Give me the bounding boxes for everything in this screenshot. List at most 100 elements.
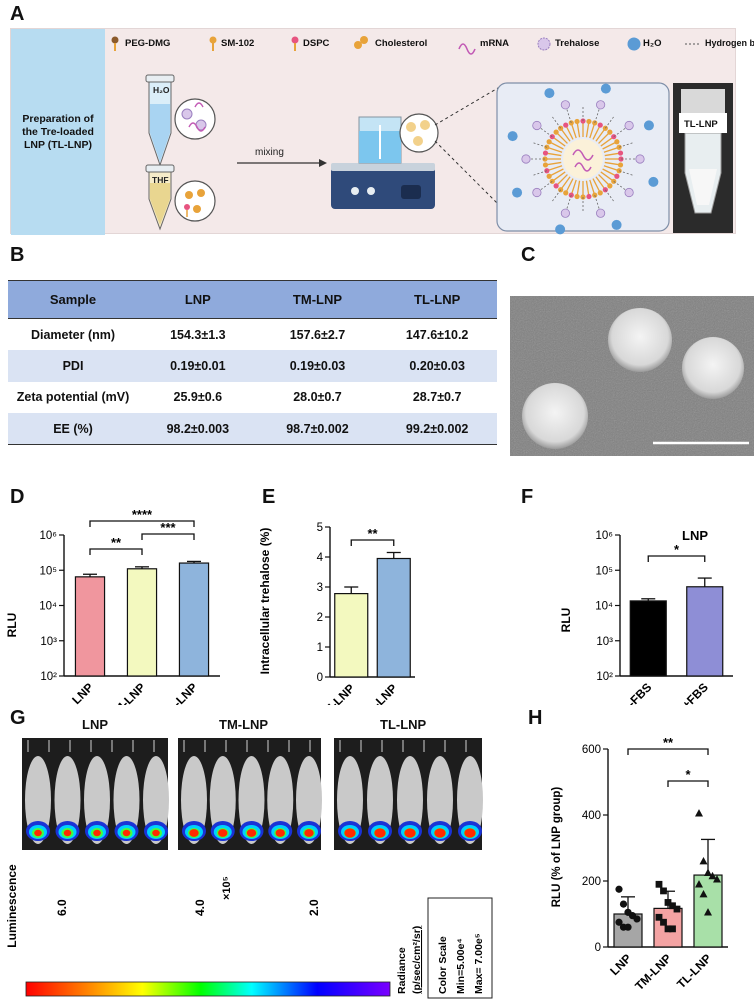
mouse-body xyxy=(25,756,51,844)
panel-letter-d: D xyxy=(10,486,25,508)
prep-title: Preparation of the Tre-loaded LNP (TL-LN… xyxy=(22,112,94,151)
thf-tube-icon xyxy=(145,164,175,231)
mouse-body xyxy=(427,756,453,844)
colorbar-tick: 2.0 xyxy=(307,899,321,916)
significance-label: **** xyxy=(132,507,153,522)
legend-mrna: mRNA xyxy=(480,38,510,49)
data-point xyxy=(699,857,708,865)
significance-lnp-tm: ** xyxy=(89,535,143,555)
x-tick-label: LNP xyxy=(69,680,96,705)
panel-letter-a: A xyxy=(10,3,25,25)
panel-letter-f: F xyxy=(521,486,534,508)
water-icon xyxy=(627,37,641,51)
table-cell: 25.9±0.6 xyxy=(173,390,223,405)
table-cell: 99.2±0.002 xyxy=(377,413,497,445)
bar xyxy=(74,576,106,677)
x-tick-label: -FBS xyxy=(625,680,655,705)
sm102-icon xyxy=(209,36,217,51)
legend-cholesterol: Cholesterol xyxy=(375,38,428,49)
significance-label: * xyxy=(685,767,691,782)
panel-letter-b: B xyxy=(10,244,25,266)
legend-water: H₂O xyxy=(643,38,662,49)
table-cell: 0.19±0.03 xyxy=(257,350,378,382)
table-cell: 98.7±0.002 xyxy=(257,413,378,445)
x-tick-label: TL-LNP xyxy=(160,680,200,705)
prep-title-box: Preparation of the Tre-loaded LNP (TL-LN… xyxy=(11,29,105,235)
header-sample: Sample xyxy=(8,280,138,319)
table-cell: 0.19±0.01 xyxy=(138,350,258,382)
h2o-tube-icon xyxy=(145,74,175,167)
row-label: Zeta potential (mV) xyxy=(16,390,130,405)
mouse-body xyxy=(267,756,294,844)
legend-peg-dmg: PEG-DMG xyxy=(125,38,171,49)
y-tick-label: 10⁶ xyxy=(39,530,57,542)
mouse-body xyxy=(397,756,423,844)
table-cell: 0.20±0.03 xyxy=(377,350,497,382)
chart-f-title: LNP xyxy=(682,528,708,543)
significance-tm-tl: ** xyxy=(350,526,395,546)
chart-e-ylabel: Intracellular trehalose (%) xyxy=(258,528,272,675)
colorbar-title: Luminescence xyxy=(5,864,19,948)
colorbar-exponent: ×10⁵ xyxy=(221,876,233,900)
y-tick-label: 0 xyxy=(595,942,601,954)
data-point xyxy=(708,871,717,880)
legend-dspc: DSPC xyxy=(303,38,330,49)
y-tick-label: 3 xyxy=(317,582,323,594)
table-cell: 98.2±0.003 xyxy=(138,413,258,445)
panel-letter-c: C xyxy=(521,244,536,266)
table-cell: 28.0±0.7 xyxy=(293,390,342,405)
mouse-body xyxy=(181,756,207,844)
y-tick-label: 600 xyxy=(582,744,601,756)
data-point xyxy=(669,925,676,933)
bar xyxy=(126,568,158,677)
legend-sm102: SM-102 xyxy=(221,38,255,49)
mix-zoom-circle xyxy=(399,113,439,153)
y-tick-label: 5 xyxy=(317,522,323,534)
chart-h-rlu-percent: RLU (% of LNP group) 0 200 400 600 LNPTM-LNP… xyxy=(551,735,728,993)
chart-e-trehalose: Intracellular trehalose (%) 0 1 2 3 4 5 TM-LNP… xyxy=(258,522,415,705)
panel-a-illustration: H₂O THF mixing xyxy=(145,74,733,235)
significance-label: * xyxy=(674,542,680,557)
data-point xyxy=(704,908,712,916)
h2o-zoom-circle xyxy=(174,98,216,140)
bar xyxy=(334,592,369,678)
x-tick-label: TM-LNP xyxy=(106,680,148,705)
data-point xyxy=(619,900,628,908)
table-row: Diameter (nm) 154.3±1.3 157.6±2.7 147.6±… xyxy=(8,319,497,351)
tube2-label: THF xyxy=(152,175,169,185)
bar xyxy=(376,557,411,678)
lnp-particle xyxy=(608,308,672,372)
panel-letter-g: G xyxy=(10,707,26,729)
bar xyxy=(686,586,724,677)
significance-tm-tl: * xyxy=(667,767,709,787)
bar xyxy=(178,562,210,677)
table-cell: 157.6±2.7 xyxy=(289,327,346,342)
color-scale-box xyxy=(427,897,493,999)
data-point xyxy=(673,905,681,913)
data-point xyxy=(660,918,667,926)
data-point xyxy=(664,925,672,933)
header-tm-lnp: TM-LNP xyxy=(257,280,378,319)
tl-lnp-vial-photo xyxy=(673,83,733,233)
significance-label: ** xyxy=(663,735,674,750)
data-point xyxy=(713,875,721,883)
legend-trehalose: Trehalose xyxy=(555,38,600,49)
x-tick-label: TL-LNP xyxy=(360,681,400,705)
panel-letter-e: E xyxy=(262,486,276,508)
group-label-tm-lnp: TM-LNP xyxy=(219,717,269,732)
x-tick-label: TL-LNP xyxy=(674,951,714,991)
data-point xyxy=(655,880,663,888)
y-tick-label: 10⁵ xyxy=(595,565,613,577)
y-tick-label: 10⁶ xyxy=(595,530,613,542)
legend-icons xyxy=(111,36,699,55)
data-point xyxy=(615,885,623,893)
y-tick-label: 400 xyxy=(582,810,601,822)
peg-dmg-icon xyxy=(111,36,119,51)
panel-a-schematic: Preparation of the Tre-loaded LNP (TL-LN… xyxy=(10,28,754,235)
y-tick-label: 10⁵ xyxy=(39,565,57,577)
color-scale-title: Color Scale xyxy=(437,936,449,994)
chart-h-ylabel: RLU (% of LNP group) xyxy=(551,787,563,908)
x-tick-label: TM-LNP xyxy=(632,951,674,993)
table-row: PDI 0.19±0.01 0.19±0.03 0.20±0.03 xyxy=(8,350,497,382)
table-cell: 154.3±1.3 xyxy=(170,327,226,342)
